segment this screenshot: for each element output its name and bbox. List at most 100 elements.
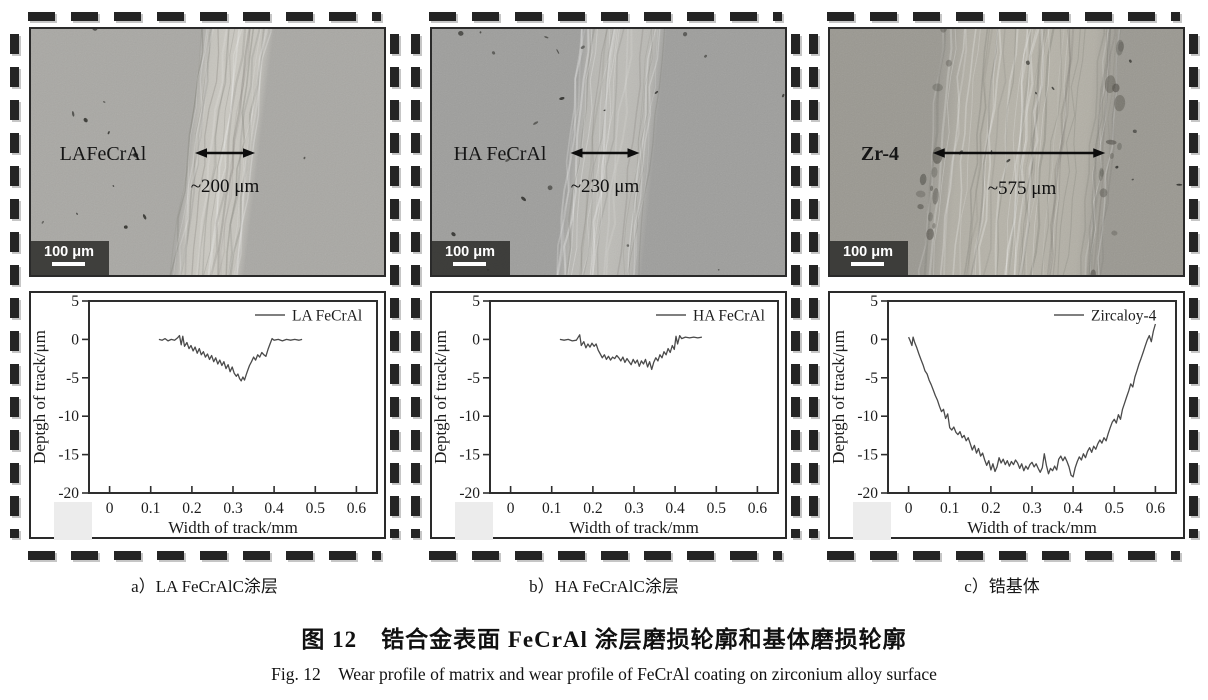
chart-b: 0 0.1 0.2 0.3 0.4 0.5 0.6 5 0 -5 -10 -15 -20 Width of… (430, 291, 787, 539)
sub-caption-b: b）HA FeCrAlC涂层 (529, 577, 679, 596)
track-width-arrow (570, 148, 640, 158)
micrograph-label: LAFeCrAl (60, 143, 147, 165)
dashed-border-right (1189, 34, 1198, 538)
track-width-label: ~575 μm (988, 178, 1057, 199)
svg-text:-15: -15 (857, 447, 878, 464)
dashed-border-top (827, 12, 1180, 21)
dashed-border-bottom (429, 551, 782, 560)
dashed-border-top (429, 12, 782, 21)
svg-text:Width of track/mm: Width of track/mm (967, 518, 1097, 537)
dashed-border-left (411, 34, 420, 538)
panel-c: Zr-4 ~575 μm 100 μm 0 0.1 0.2 0.3 0.4 0.5 0.6 5… (807, 10, 1200, 562)
sub-caption-a: a）LA FeCrAlC涂层 (131, 577, 278, 596)
svg-text:0: 0 (472, 331, 480, 348)
svg-text:0.6: 0.6 (748, 500, 768, 517)
svg-text:0.4: 0.4 (264, 500, 284, 517)
chart-svg-c: 0 0.1 0.2 0.3 0.4 0.5 0.6 5 0 -5 -10 -15 -20 Width of… (830, 293, 1177, 537)
svg-text:LA FeCrAl: LA FeCrAl (292, 308, 362, 325)
svg-text:0.1: 0.1 (940, 500, 959, 517)
scale-bar-label: 100 μm (445, 244, 495, 260)
chart-c: 0 0.1 0.2 0.3 0.4 0.5 0.6 5 0 -5 -10 -15 -20 Width of… (828, 291, 1185, 539)
artifact-square (853, 502, 891, 540)
svg-text:-5: -5 (467, 370, 480, 387)
scale-bar-label: 100 μm (843, 244, 893, 260)
micrograph-image-c: Zr-4 ~575 μm 100 μm (830, 29, 1183, 275)
chart-svg-a: 0 0.1 0.2 0.3 0.4 0.5 0.6 5 0 -5 -10 -15 -20 Width of… (31, 293, 378, 537)
scale-bar-line (851, 262, 884, 266)
sub-caption-c: c）锆基体 (964, 577, 1040, 596)
dashed-border-left (10, 34, 19, 538)
svg-text:Width of track/mm: Width of track/mm (168, 518, 298, 537)
dashed-border-top (28, 12, 381, 21)
track-width-label: ~230 μm (571, 176, 640, 197)
svg-text:0.5: 0.5 (1105, 500, 1125, 517)
micrograph-label: HA FeCrAl (454, 143, 547, 165)
panel-b: HA FeCrAl ~230 μm 100 μm 0 0.1 0.2 0.3 0.4 0.… (409, 10, 802, 562)
svg-text:0.2: 0.2 (182, 500, 201, 517)
scale-bar-line (52, 262, 85, 266)
svg-text:-10: -10 (857, 408, 878, 425)
svg-text:0.5: 0.5 (707, 500, 727, 517)
artifact-square (54, 502, 92, 540)
svg-text:-10: -10 (58, 408, 79, 425)
svg-text:5: 5 (71, 293, 79, 310)
svg-text:0.6: 0.6 (1146, 500, 1166, 517)
svg-text:0.6: 0.6 (347, 500, 367, 517)
micrograph-b: HA FeCrAl ~230 μm 100 μm (430, 27, 787, 277)
scale-bar: 100 μm (31, 241, 109, 275)
micrograph-a: LAFeCrAl ~200 μm 100 μm (29, 27, 386, 277)
svg-text:-15: -15 (58, 447, 79, 464)
track-width-label: ~200 μm (191, 176, 260, 197)
scale-bar-label: 100 μm (44, 244, 94, 260)
svg-text:-20: -20 (459, 485, 480, 502)
dashed-border-bottom (827, 551, 1180, 560)
figure-caption-chinese: 图 12 锆合金表面 FeCrAl 涂层磨损轮廓和基体磨损轮廓 (301, 627, 907, 652)
svg-text:-20: -20 (857, 485, 878, 502)
svg-text:Deptgh of track/μm: Deptgh of track/μm (31, 330, 49, 464)
dashed-border-right (791, 34, 800, 538)
micrograph-annotations: HA FeCrAl ~230 μm 100 μm (432, 143, 639, 275)
micrograph-image-b: HA FeCrAl ~230 μm 100 μm (432, 29, 785, 275)
svg-text:0: 0 (71, 331, 79, 348)
scale-bar-line (453, 262, 486, 266)
track-width-arrow (932, 148, 1106, 158)
dashed-border-bottom (28, 551, 381, 560)
figure-caption-english: Fig. 12 Wear profile of matrix and wear … (271, 664, 937, 684)
scale-bar: 100 μm (432, 241, 510, 275)
svg-text:-5: -5 (865, 370, 878, 387)
micrograph-annotations: LAFeCrAl ~200 μm 100 μm (31, 143, 259, 275)
artifact-square (455, 502, 493, 540)
track-width-arrow (195, 148, 255, 158)
svg-text:0: 0 (870, 331, 878, 348)
micrograph-annotations: Zr-4 ~575 μm 100 μm (830, 143, 1056, 275)
micrograph-c: Zr-4 ~575 μm 100 μm (828, 27, 1185, 277)
micrograph-image-a: LAFeCrAl ~200 μm 100 μm (31, 29, 384, 275)
svg-text:-15: -15 (459, 447, 480, 464)
legend: LA FeCrAl (255, 308, 362, 325)
svg-text:Width of track/mm: Width of track/mm (569, 518, 699, 537)
svg-text:0.3: 0.3 (624, 500, 644, 517)
svg-text:-5: -5 (66, 370, 79, 387)
svg-text:5: 5 (870, 293, 878, 310)
svg-text:0.4: 0.4 (1063, 500, 1083, 517)
svg-text:0: 0 (507, 500, 515, 517)
dashed-border-right (390, 34, 399, 538)
chart-a: 0 0.1 0.2 0.3 0.4 0.5 0.6 5 0 -5 -10 -15 -20 Width of… (29, 291, 386, 539)
svg-text:0.1: 0.1 (141, 500, 160, 517)
micrograph-label: Zr-4 (861, 143, 899, 165)
legend: HA FeCrAl (656, 308, 765, 325)
svg-text:Zircaloy-4: Zircaloy-4 (1091, 308, 1157, 325)
svg-text:0.2: 0.2 (583, 500, 602, 517)
dashed-border-left (809, 34, 818, 538)
svg-text:Deptgh of track/μm: Deptgh of track/μm (830, 330, 848, 464)
svg-text:5: 5 (472, 293, 480, 310)
panel-a: LAFeCrAl ~200 μm 100 μm 0 0.1 0.2 0.3 0.4 0.5… (8, 10, 401, 562)
svg-text:0.3: 0.3 (223, 500, 243, 517)
svg-text:-10: -10 (459, 408, 480, 425)
chart-svg-b: 0 0.1 0.2 0.3 0.4 0.5 0.6 5 0 -5 -10 -15 -20 Width of… (432, 293, 779, 537)
svg-text:-20: -20 (58, 485, 79, 502)
svg-text:0: 0 (106, 500, 114, 517)
svg-text:0.1: 0.1 (542, 500, 561, 517)
legend: Zircaloy-4 (1054, 308, 1157, 325)
